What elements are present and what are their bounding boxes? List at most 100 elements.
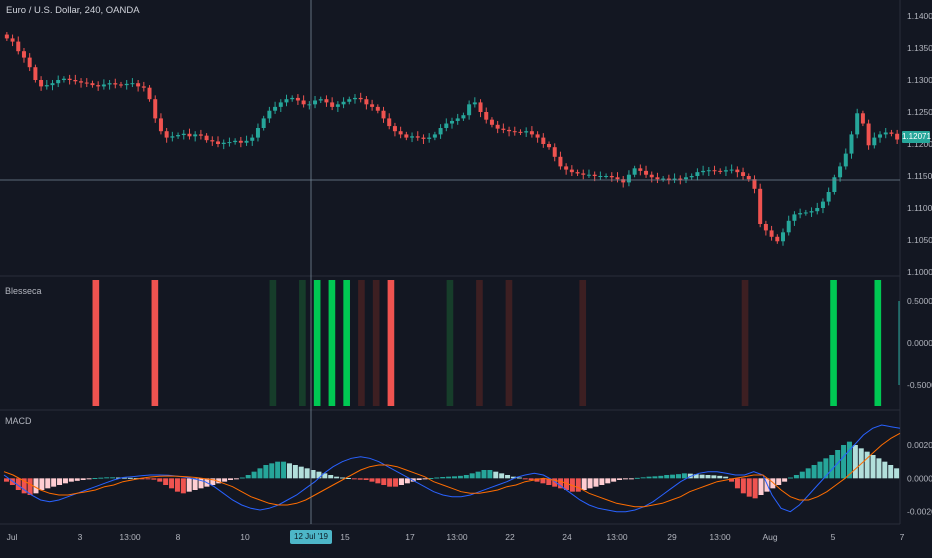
candle-body xyxy=(113,83,118,85)
time-axis-label: 8 xyxy=(176,532,181,542)
candle-body xyxy=(221,142,226,144)
macd-histogram-bar xyxy=(852,445,858,479)
macd-histogram-bar xyxy=(505,475,511,479)
candle-body xyxy=(552,147,557,157)
macd-histogram-bar xyxy=(646,476,652,479)
macd-histogram-bar xyxy=(575,478,581,492)
candle-body xyxy=(158,118,163,132)
macd-histogram-bar xyxy=(92,478,98,479)
macd-histogram-bar xyxy=(676,474,682,479)
price-axis-label: 1.12500 xyxy=(907,107,932,117)
candle-body xyxy=(820,201,825,208)
candle-body xyxy=(290,97,295,100)
crosshair-time-badge: 12 Jul '19 01:00 xyxy=(290,530,332,555)
indicator-pane-label[interactable]: Blesseca xyxy=(5,286,42,296)
price-pane[interactable] xyxy=(4,32,900,246)
crosshair xyxy=(0,0,900,524)
candle-body xyxy=(569,169,574,173)
macd-histogram-bar xyxy=(381,478,387,485)
price-axis-label: 1.14000 xyxy=(907,11,932,21)
candle-body xyxy=(895,133,900,140)
macd-histogram-bar xyxy=(528,478,534,480)
candle-body xyxy=(295,97,300,101)
candle-body xyxy=(136,83,141,87)
macd-histogram-bar xyxy=(699,474,705,479)
candle-body xyxy=(147,87,152,100)
macd-histogram-bar xyxy=(328,475,334,479)
macd-histogram-bar xyxy=(558,478,564,489)
candle-body xyxy=(318,99,323,101)
macd-histogram-bar xyxy=(829,455,835,479)
candle-body xyxy=(330,102,335,107)
candle-body xyxy=(370,104,375,107)
macd-histogram-bar xyxy=(304,468,310,479)
candle-body xyxy=(786,220,791,233)
candle-body xyxy=(798,213,803,215)
candle-body xyxy=(444,123,449,128)
macd-histogram-bar xyxy=(870,455,876,479)
candle-body xyxy=(84,82,89,84)
candle-body xyxy=(181,133,186,136)
candle-body xyxy=(273,106,278,111)
candle-body xyxy=(244,140,249,143)
candle-body xyxy=(735,169,740,173)
candle-body xyxy=(364,99,369,105)
time-axis-label: 22 xyxy=(505,532,515,542)
macd-histogram-bar xyxy=(564,478,570,490)
signal-bar xyxy=(372,280,380,406)
candle-body xyxy=(284,99,289,103)
macd-histogram-bar xyxy=(157,478,163,482)
macd-pane[interactable] xyxy=(3,424,901,513)
candle-body xyxy=(763,224,768,231)
blesseca-pane[interactable] xyxy=(92,280,900,406)
signal-bar xyxy=(151,280,159,406)
macd-histogram-bar xyxy=(752,478,758,499)
candle-body xyxy=(193,134,198,137)
macd-histogram-bar xyxy=(617,478,623,480)
macd-pane-label[interactable]: MACD xyxy=(5,416,32,426)
time-axis-label: 3 xyxy=(78,532,83,542)
candle-body xyxy=(501,128,506,130)
candle-body xyxy=(758,188,763,224)
macd-histogram-bar xyxy=(658,475,664,479)
macd-histogram-bar xyxy=(428,478,434,479)
candle-body xyxy=(689,176,694,178)
symbol-title[interactable]: Euro / U.S. Dollar, 240, OANDA xyxy=(6,5,140,16)
candle-body xyxy=(581,173,586,175)
candle-body xyxy=(398,131,403,135)
macd-histogram-bar xyxy=(457,475,463,479)
signal-bar xyxy=(579,280,587,406)
candle-body xyxy=(233,140,238,143)
candle-body xyxy=(96,85,101,87)
macd-histogram-bar xyxy=(770,478,776,489)
macd-histogram-bar xyxy=(62,478,68,484)
macd-histogram-bar xyxy=(357,478,363,480)
macd-histogram-bar xyxy=(387,478,393,487)
macd-histogram-bar xyxy=(611,478,617,482)
candle-body xyxy=(410,136,415,138)
candle-body xyxy=(541,137,546,144)
macd-histogram-bar xyxy=(422,478,428,480)
candle-body xyxy=(56,80,61,84)
time-axis-label: 29 xyxy=(667,532,677,542)
signal-bar xyxy=(269,280,277,406)
macd-histogram-bar xyxy=(487,470,493,479)
macd-histogram-bar xyxy=(98,477,104,479)
candle-body xyxy=(604,176,609,177)
signal-bar xyxy=(874,280,882,406)
candle-body xyxy=(843,153,848,167)
candle-body xyxy=(615,177,620,180)
time-axis-label: 13:00 xyxy=(606,532,628,542)
macd-histogram-bar xyxy=(133,478,139,480)
macd-histogram-bar xyxy=(876,458,882,479)
macd-histogram-bar xyxy=(546,478,552,485)
candle-body xyxy=(775,236,780,242)
macd-histogram-bar xyxy=(640,477,646,479)
macd-histogram-bar xyxy=(286,463,292,479)
macd-histogram-bar xyxy=(499,473,505,479)
candle-body xyxy=(39,80,44,87)
candle-body xyxy=(860,113,865,124)
macd-histogram-bar xyxy=(811,465,817,479)
